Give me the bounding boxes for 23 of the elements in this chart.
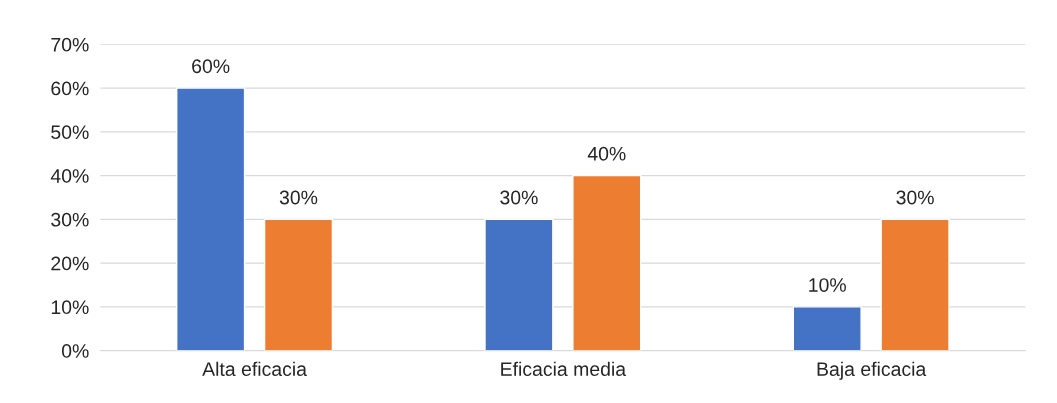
y-tick-label: 0% [61,344,89,358]
x-tick-label: Baja eficacia [817,361,927,380]
data-label: 10% [809,278,846,292]
y-tick-label: 20% [51,256,89,271]
data-label: 30% [896,190,934,205]
data-label: 30% [500,190,538,205]
data-label: 60% [192,59,230,74]
y-tick-label: 40% [50,169,89,183]
data-label: 40% [587,146,626,161]
y-tick-label: 30% [51,212,89,227]
y-tick-label: 50% [51,125,89,140]
bar [263,218,334,351]
bar [176,87,246,351]
y-tick-label: 60% [51,81,89,96]
x-tick-label: Alta eficacia [202,361,307,376]
bar [572,174,642,351]
bar [792,306,862,351]
y-tick-label: 70% [51,37,89,52]
x-tick-label: Eficacia media [501,361,627,376]
data-label: 30% [279,190,318,205]
y-tick-label: 10% [51,300,89,315]
bar [484,218,554,351]
bar [880,218,950,351]
